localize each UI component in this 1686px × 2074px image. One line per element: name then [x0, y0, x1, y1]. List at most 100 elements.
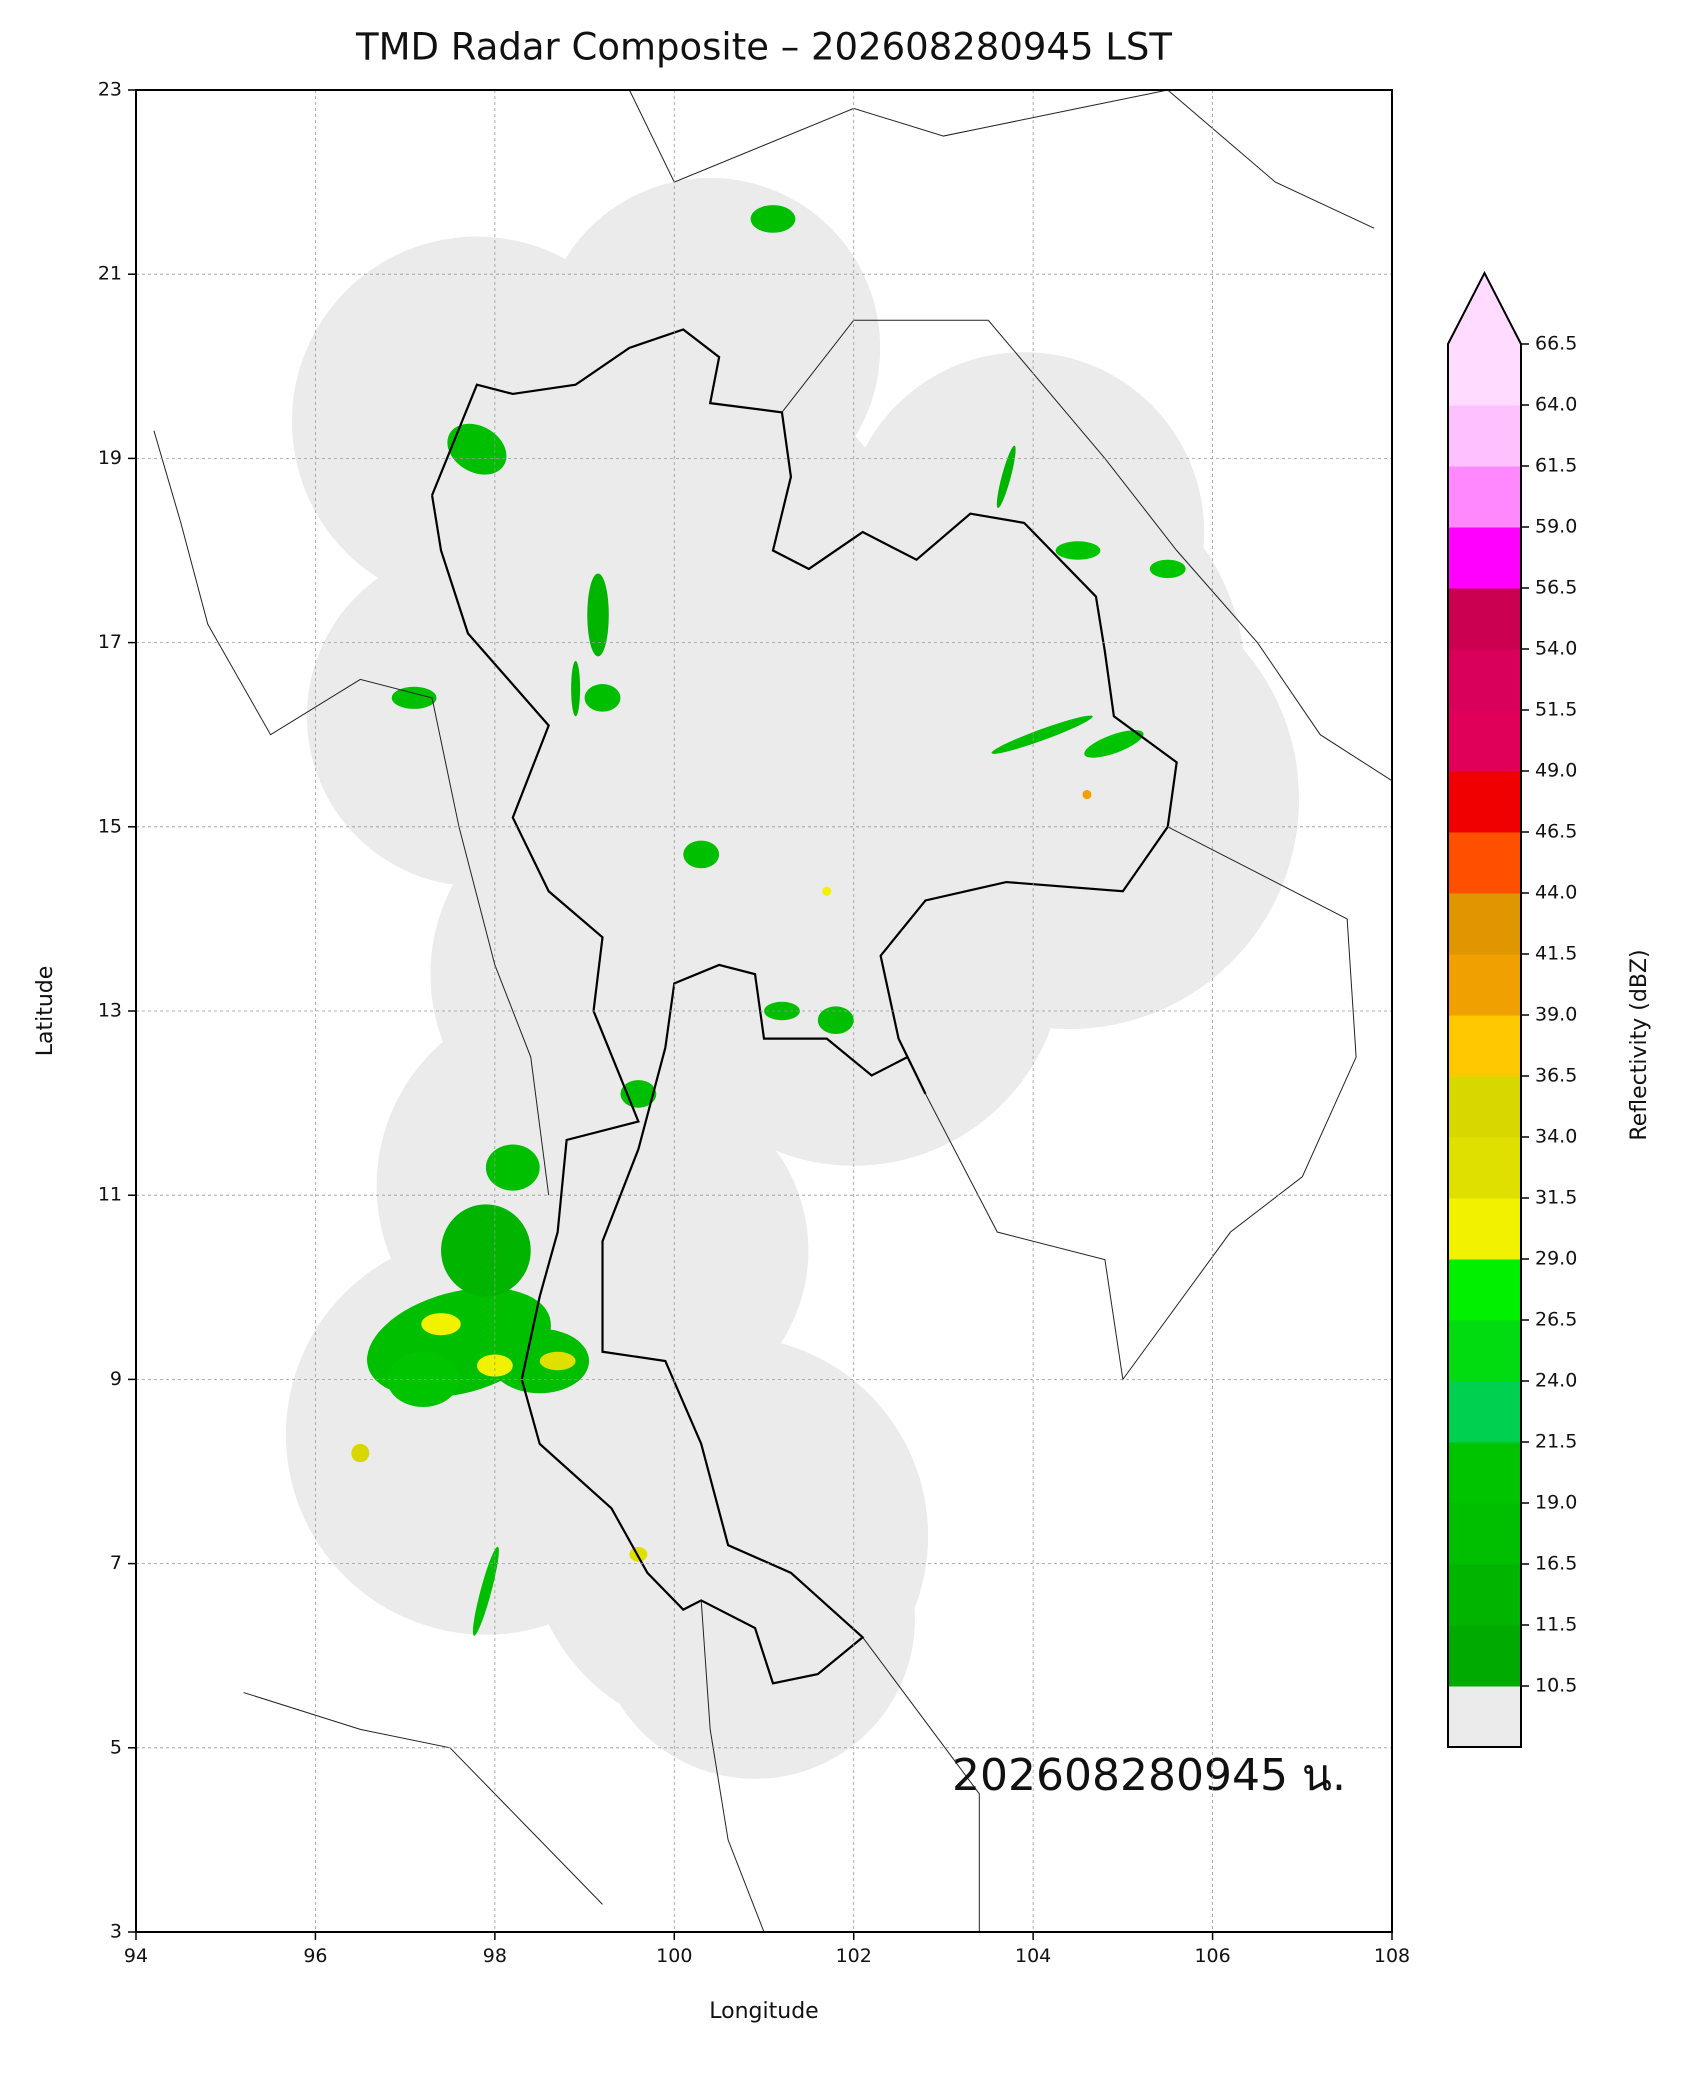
- colorbar-segment: [1448, 1015, 1521, 1077]
- colorbar-tick-label: 16.5: [1535, 1553, 1577, 1575]
- neighbor-border: [628, 90, 1375, 229]
- radar-coverage: [595, 1458, 916, 1779]
- y-tick-label: 23: [98, 79, 122, 101]
- colorbar-tick-label: 41.5: [1535, 943, 1577, 965]
- radar-coverage: [844, 352, 1205, 713]
- colorbar-segment: [1448, 1137, 1521, 1199]
- colorbar-segment: [1448, 710, 1521, 772]
- colorbar-tick-label: 26.5: [1535, 1309, 1577, 1331]
- colorbar-segment: [1448, 1320, 1521, 1382]
- colorbar-segment: [1448, 588, 1521, 650]
- y-tick-label: 15: [98, 815, 122, 837]
- neighbor-border: [925, 826, 1357, 1381]
- colorbar-segment: [1448, 893, 1521, 955]
- colorbar-tick-label: 31.5: [1535, 1187, 1577, 1209]
- radar-echo: [991, 715, 1093, 754]
- colorbar-tick-label: 59.0: [1535, 516, 1577, 538]
- colorbar-tick-label: 54.0: [1535, 638, 1577, 660]
- x-tick-label: 96: [303, 1945, 327, 1967]
- radar-echo: [476, 1354, 513, 1377]
- colorbar-tick-label: 36.5: [1535, 1065, 1577, 1087]
- colorbar-tick-label: 34.0: [1535, 1126, 1577, 1148]
- colorbar-segment: [1448, 832, 1521, 894]
- neighbor-border: [700, 1600, 765, 1932]
- colorbar-segment: [1448, 1503, 1521, 1565]
- colorbar-tick-label: 19.0: [1535, 1492, 1577, 1514]
- colorbar-segment: [1448, 405, 1521, 467]
- colorbar-under: [1448, 1686, 1521, 1747]
- y-tick-label: 17: [98, 631, 122, 653]
- y-tick-label: 3: [110, 1921, 122, 1943]
- colorbar-tick-label: 24.0: [1535, 1370, 1577, 1392]
- x-axis-label: Longitude: [709, 1999, 818, 2024]
- radar-echo: [822, 886, 832, 896]
- colorbar-segment: [1448, 527, 1521, 589]
- y-tick-label: 11: [98, 1184, 122, 1206]
- plot-frame: [135, 89, 1393, 1933]
- y-tick-label: 13: [98, 1000, 122, 1022]
- colorbar-segment: [1448, 1625, 1521, 1687]
- colorbar-tick-label: 51.5: [1535, 699, 1577, 721]
- radar-echo: [1084, 730, 1144, 758]
- radar-echo: [539, 1351, 576, 1371]
- radar-echo: [817, 1006, 854, 1035]
- colorbar-segment: [1448, 1442, 1521, 1504]
- radar-echo: [996, 445, 1016, 508]
- x-tick-label: 94: [124, 1945, 148, 1967]
- colorbar-segment: [1448, 954, 1521, 1016]
- radar-echo: [1082, 789, 1092, 800]
- colorbar-frame: [1447, 270, 1522, 1748]
- colorbar-segment: [1448, 649, 1521, 711]
- radar-echo: [629, 1547, 648, 1562]
- x-tick-label: 102: [836, 1945, 872, 1967]
- x-tick-label: 104: [1015, 1945, 1051, 1967]
- colorbar-segment: [1448, 1076, 1521, 1138]
- radar-echo: [683, 840, 720, 869]
- x-tick-label: 108: [1374, 1945, 1410, 1967]
- colorbar-tick-label: 66.5: [1535, 333, 1577, 355]
- colorbar-tick-label: 46.5: [1535, 821, 1577, 843]
- country-border: [430, 328, 1178, 1685]
- radar-echo: [472, 1546, 499, 1636]
- colorbar-segment: [1448, 1381, 1521, 1443]
- colorbar-extend: [1448, 273, 1521, 344]
- colorbar-segment: [1448, 771, 1521, 833]
- y-tick-label: 19: [98, 447, 122, 469]
- x-tick-label: 100: [656, 1945, 692, 1967]
- neighbor-border: [781, 319, 1392, 782]
- radar-echo: [584, 684, 621, 712]
- radar-echo: [750, 205, 796, 233]
- colorbar-tick-label: 49.0: [1535, 760, 1577, 782]
- radar-echo: [764, 1001, 800, 1021]
- y-tick-label: 9: [110, 1368, 122, 1390]
- radar-echo: [447, 423, 507, 475]
- y-tick-label: 7: [110, 1552, 122, 1574]
- radar-echo: [391, 686, 437, 709]
- radar-echo: [387, 1351, 459, 1408]
- radar-echo: [421, 1313, 461, 1336]
- neighbor-border: [153, 430, 550, 1196]
- neighbor-border: [862, 1636, 980, 1932]
- colorbar-tick-label: 11.5: [1535, 1614, 1577, 1636]
- colorbar-tick-label: 64.0: [1535, 394, 1577, 416]
- radar-echo: [441, 1204, 531, 1297]
- x-tick-label: 98: [483, 1945, 507, 1967]
- colorbar-segment: [1448, 466, 1521, 528]
- radar-echo: [571, 661, 581, 717]
- radar-echo: [351, 1443, 370, 1463]
- colorbar-tick-label: 56.5: [1535, 577, 1577, 599]
- colorbar-segment: [1448, 1198, 1521, 1260]
- radar-echo: [1055, 541, 1101, 560]
- colorbar-tick-label: 61.5: [1535, 455, 1577, 477]
- colorbar-segment: [1448, 344, 1521, 406]
- y-tick-label: 21: [98, 263, 122, 285]
- colorbar-tick-label: 44.0: [1535, 882, 1577, 904]
- y-axis-label: Latitude: [33, 966, 58, 1057]
- map-area: [136, 90, 1392, 1932]
- colorbar-tick-label: 29.0: [1535, 1248, 1577, 1270]
- x-tick-label: 106: [1194, 1945, 1230, 1967]
- radar-echo: [587, 573, 609, 657]
- colorbar-tick-label: 10.5: [1535, 1675, 1577, 1697]
- radar-echo: [485, 1144, 540, 1191]
